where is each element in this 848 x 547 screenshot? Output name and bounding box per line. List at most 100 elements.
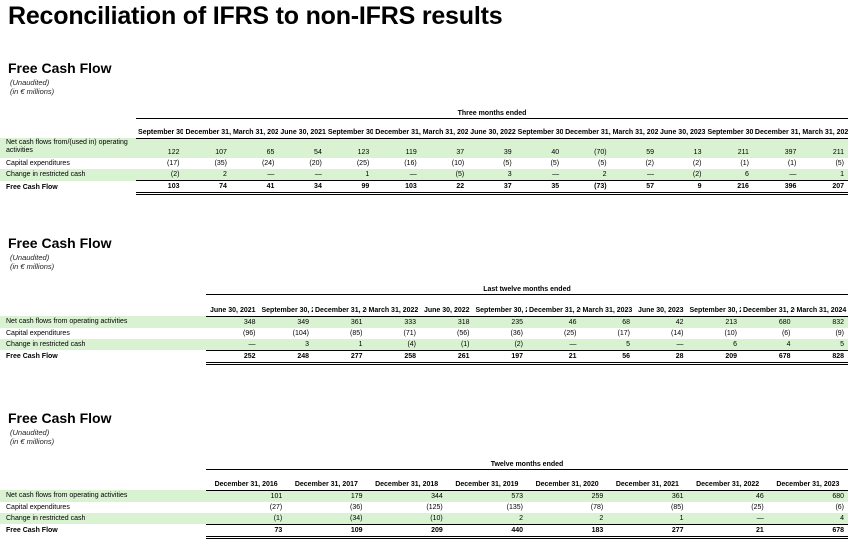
table-cell: (17) — [617, 329, 630, 337]
table-cell: 2 — [183, 169, 231, 181]
table-cell: (25) — [564, 329, 577, 337]
table-cell: 235 — [473, 316, 527, 328]
table-cell: — — [687, 512, 768, 524]
table-cell: 680 — [767, 490, 848, 502]
table-cell: (6) — [835, 503, 844, 511]
table-row: Free Cash Flow 252 248 277 258 261 197 21 56 28 20… — [0, 349, 848, 365]
table-cell: 1 — [800, 169, 848, 181]
table-cell: 207 — [800, 180, 848, 195]
table-cell: — — [278, 169, 326, 181]
table-cell: 42 — [634, 316, 688, 328]
table-cell: 54 — [278, 138, 326, 158]
table-row: Net cash flows from/(used in) operating … — [0, 138, 848, 158]
table-cell: 109 — [286, 523, 367, 539]
table-cell: (125) — [426, 503, 443, 511]
table-cell: 28 — [634, 349, 688, 365]
table-cell: (16) — [404, 160, 417, 167]
table-cell: (78) — [590, 503, 604, 511]
column-header: June 30, 2023 — [658, 120, 706, 139]
table-cell: 13 — [658, 138, 706, 158]
table-cell: (1) — [787, 160, 797, 167]
table-cell: 216 — [705, 180, 753, 195]
table-cell: 65 — [230, 138, 279, 158]
table-cell: (5) — [420, 169, 469, 181]
table-cell: 678 — [741, 349, 795, 365]
table-cell: — — [515, 169, 564, 181]
header-blank — [0, 478, 206, 490]
table-cell: (2) — [658, 169, 706, 181]
column-header: December 31, 2016 — [206, 478, 287, 491]
column-header: March 31, 2022 — [366, 296, 420, 317]
row-label: Net cash flows from operating activities — [0, 490, 206, 502]
column-header: December 31, 2021 — [313, 296, 367, 317]
section-title: Free Cash Flow — [8, 60, 112, 76]
table-cell: (5) — [550, 160, 560, 167]
row-label: Free Cash Flow — [6, 527, 58, 534]
table-cell: (5) — [835, 160, 844, 167]
column-header: September 30, 2023 — [687, 296, 741, 317]
table-cell: — — [634, 338, 688, 350]
period-label: Last twelve months ended — [206, 285, 848, 295]
table-cell: 333 — [366, 316, 420, 328]
table-cell: 46 — [687, 490, 768, 502]
column-header: June 30, 2022 — [468, 120, 516, 139]
table-cell: (24) — [261, 160, 275, 167]
header-blank — [0, 296, 206, 316]
table-cell: (35) — [214, 160, 227, 167]
section-units: (in € millions) — [10, 87, 55, 96]
table-cell: 2 — [527, 512, 608, 524]
table-cell: 107 — [183, 138, 231, 158]
table-cell: (73) — [563, 180, 611, 195]
table-cell: 197 — [473, 349, 527, 365]
table-cell: 259 — [527, 490, 608, 502]
section-title: Free Cash Flow — [8, 235, 112, 251]
table-cell: 1 — [325, 169, 374, 181]
table-cell: (36) — [510, 329, 523, 337]
section-unaudited: (Unaudited) — [10, 428, 50, 437]
column-header: June 30, 2021 — [278, 120, 326, 139]
row-label: Net cash flows from operating activities — [0, 316, 206, 328]
column-header: March 31, 2021 — [230, 120, 279, 139]
page-title: Reconciliation of IFRS to non-IFRS resul… — [8, 2, 503, 30]
table-cell: 5 — [794, 338, 848, 350]
column-header: September 30, 2020 — [136, 120, 184, 139]
table-cell: 73 — [206, 523, 287, 539]
table-cell: 678 — [767, 523, 848, 539]
table-cell: 396 — [752, 180, 801, 195]
table-cell: (1) — [206, 512, 287, 524]
table-cell: 39 — [468, 138, 516, 158]
table-cell: 101 — [206, 490, 287, 502]
table-row: Change in restricted cash —3 1 (4) (1) (2) —5—… — [0, 338, 848, 350]
column-header: September 30, 2022 — [473, 296, 527, 317]
section-units: (in € millions) — [10, 262, 55, 271]
column-header: September 30, 2023 — [705, 120, 753, 139]
table-cell: 46 — [527, 316, 581, 328]
table-cell: 3 — [259, 338, 313, 350]
table-cell: 261 — [420, 349, 474, 365]
table-cell: 258 — [366, 349, 420, 365]
table-cell: (34) — [286, 512, 367, 524]
table-cell: 2 — [446, 512, 527, 524]
table-cell: 397 — [752, 138, 801, 158]
table-cell: 22 — [420, 180, 469, 195]
table-cell: (10) — [451, 160, 465, 167]
table-cell: 211 — [800, 138, 848, 158]
table-cell: 40 — [515, 138, 564, 158]
table-cell: (2) — [136, 169, 184, 181]
table-cell: 57 — [610, 180, 659, 195]
column-header: March 31, 2023 — [610, 120, 659, 139]
table-cell: 209 — [687, 349, 741, 365]
table-cell: (71) — [403, 329, 416, 337]
table-row: Free Cash Flow 73 109 209 440 183 277 21 678 — [0, 523, 848, 539]
table-cell: 103 — [136, 180, 184, 195]
table-cell: 119 — [373, 138, 421, 158]
column-header: December 31, 2023 — [741, 296, 795, 317]
row-label: Free Cash Flow — [6, 183, 58, 191]
table-cell: 68 — [580, 316, 634, 328]
table-cell: 248 — [259, 349, 313, 365]
table-cell: (56) — [457, 329, 470, 337]
table-cell: 2 — [563, 169, 611, 181]
table-cell: (104) — [292, 329, 309, 337]
column-header: December 31, 2017 — [286, 478, 367, 491]
